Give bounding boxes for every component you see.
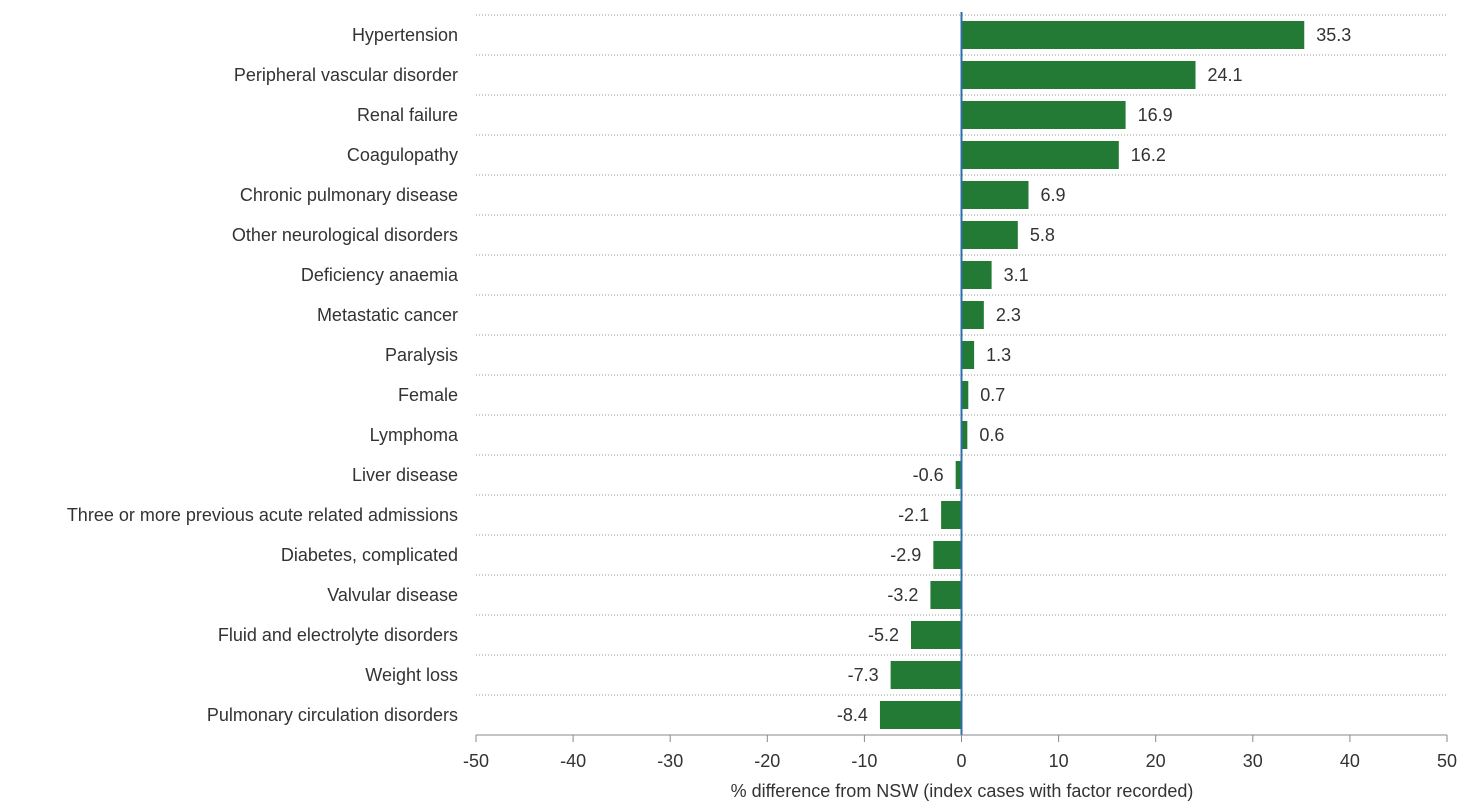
x-tick-label: -20 bbox=[754, 751, 780, 771]
value-label: 24.1 bbox=[1208, 65, 1243, 85]
bar bbox=[961, 181, 1029, 209]
x-tick-label: 0 bbox=[956, 751, 966, 771]
bar bbox=[961, 261, 992, 289]
value-label: -0.6 bbox=[913, 465, 944, 485]
category-label: Fluid and electrolyte disorders bbox=[218, 625, 458, 645]
x-tick-label: -10 bbox=[851, 751, 877, 771]
category-label: Paralysis bbox=[385, 345, 458, 365]
bar bbox=[961, 141, 1119, 169]
value-label: 1.3 bbox=[986, 345, 1011, 365]
x-tick-label: 40 bbox=[1340, 751, 1360, 771]
value-label: 16.2 bbox=[1131, 145, 1166, 165]
bar bbox=[961, 61, 1196, 89]
category-label: Renal failure bbox=[357, 105, 458, 125]
bar bbox=[961, 221, 1018, 249]
value-label: 35.3 bbox=[1316, 25, 1351, 45]
category-label: Deficiency anaemia bbox=[301, 265, 459, 285]
value-label: 0.7 bbox=[980, 385, 1005, 405]
bar bbox=[961, 21, 1305, 49]
bar bbox=[961, 301, 984, 329]
category-label: Female bbox=[398, 385, 458, 405]
x-tick-label: -40 bbox=[560, 751, 586, 771]
category-label: Weight loss bbox=[365, 665, 458, 685]
x-tick-label: 20 bbox=[1146, 751, 1166, 771]
category-label: Chronic pulmonary disease bbox=[240, 185, 458, 205]
value-label: -3.2 bbox=[887, 585, 918, 605]
bar bbox=[955, 461, 962, 489]
bar bbox=[961, 381, 969, 409]
category-label: Diabetes, complicated bbox=[281, 545, 458, 565]
bar bbox=[930, 581, 962, 609]
category-label: Peripheral vascular disorder bbox=[234, 65, 458, 85]
value-label: -8.4 bbox=[837, 705, 868, 725]
bars bbox=[879, 21, 1305, 729]
category-label: Coagulopathy bbox=[347, 145, 458, 165]
value-label: 5.8 bbox=[1030, 225, 1055, 245]
category-label: Pulmonary circulation disorders bbox=[207, 705, 458, 725]
bar bbox=[890, 661, 962, 689]
category-label: Liver disease bbox=[352, 465, 458, 485]
bar bbox=[961, 101, 1126, 129]
x-tick-label: -30 bbox=[657, 751, 683, 771]
category-label: Lymphoma bbox=[370, 425, 459, 445]
value-label: -2.9 bbox=[890, 545, 921, 565]
value-label: 2.3 bbox=[996, 305, 1021, 325]
category-label: Valvular disease bbox=[327, 585, 458, 605]
value-label: -5.2 bbox=[868, 625, 899, 645]
category-labels: Hypertension Peripheral vascular disorder… bbox=[67, 25, 459, 725]
x-tick-label: 10 bbox=[1049, 751, 1069, 771]
category-label: Three or more previous acute related adm… bbox=[67, 505, 458, 525]
value-label: 0.6 bbox=[979, 425, 1004, 445]
value-label: 16.9 bbox=[1138, 105, 1173, 125]
value-label: 3.1 bbox=[1004, 265, 1029, 285]
category-label: Other neurological disorders bbox=[232, 225, 458, 245]
value-label: 6.9 bbox=[1040, 185, 1065, 205]
x-tick-label: 50 bbox=[1437, 751, 1457, 771]
value-labels: 35.3 24.1 16.9 16.2 6.9 5.83.1 2.3 1.3 0.7 0.6 -0.… bbox=[837, 25, 1351, 725]
x-axis: -50 -40 -30 -20 -10 0 10 20 30 40 50 bbox=[463, 734, 1457, 771]
category-label: Metastatic cancer bbox=[317, 305, 458, 325]
value-label: -7.3 bbox=[848, 665, 879, 685]
value-label: -2.1 bbox=[898, 505, 929, 525]
x-tick-label: -50 bbox=[463, 751, 489, 771]
bar bbox=[933, 541, 962, 569]
category-label: Hypertension bbox=[352, 25, 458, 45]
bar bbox=[961, 341, 975, 369]
x-axis-title: % difference from NSW (index cases with … bbox=[731, 781, 1194, 801]
x-tick-label: 30 bbox=[1243, 751, 1263, 771]
bar bbox=[879, 701, 962, 729]
bar bbox=[961, 421, 968, 449]
bar bbox=[941, 501, 962, 529]
bar bbox=[911, 621, 962, 649]
